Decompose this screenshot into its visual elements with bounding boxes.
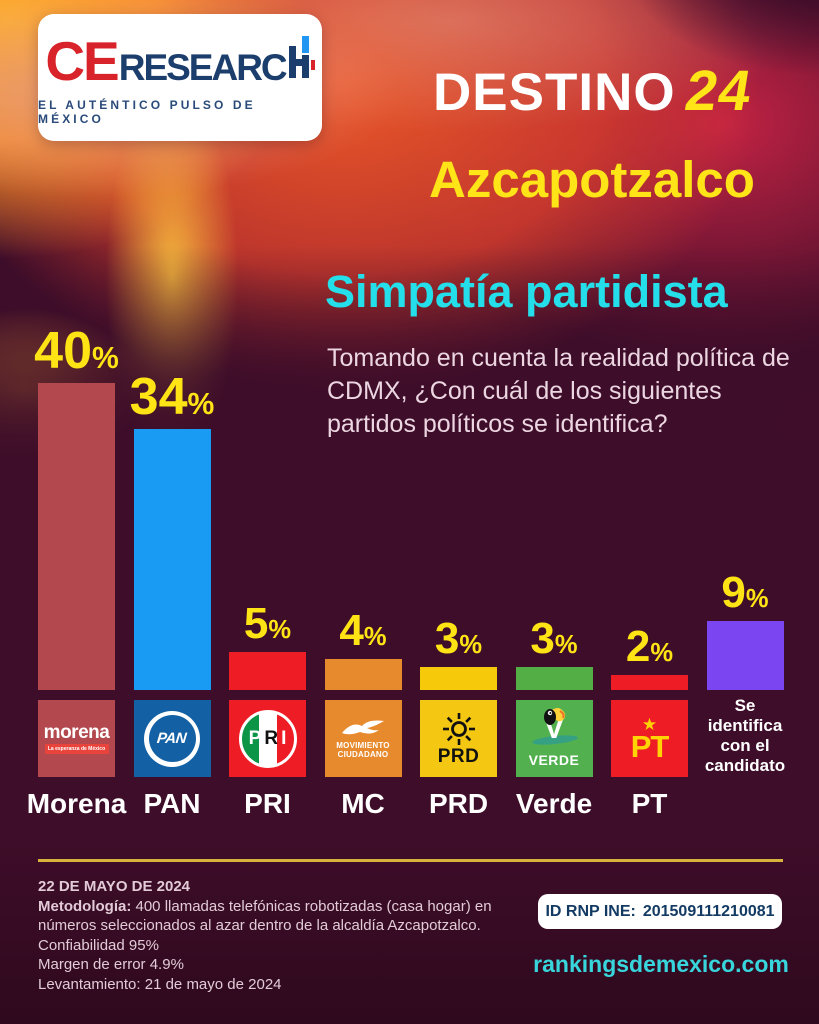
value-label: 3% [530, 614, 578, 664]
party-label-verde: Verde [515, 788, 593, 819]
bar-candidate [706, 621, 784, 690]
bar-pan [133, 429, 211, 690]
bar-morena [38, 383, 115, 690]
value-label: 3% [434, 614, 483, 664]
badge-label: ID RNP INE: [545, 902, 636, 920]
survey-question: Tomando en cuenta la realidad política d… [327, 344, 790, 438]
value-label: 2% [625, 622, 674, 672]
brand-tagline: EL AUTÉNTICO PULSO DE MÉXICO [38, 97, 256, 126]
value-label: 40% [34, 322, 119, 381]
title-year: 24 [680, 59, 757, 123]
party-label-pt: PT [631, 788, 668, 819]
column-pan: 34% PAN PAN [130, 340, 215, 840]
party-label-pri: PRI [244, 788, 291, 819]
pri-logo-icon: P R I [229, 700, 306, 777]
column-prd: 3% PRD PRD [420, 340, 497, 840]
page-title: DESTINO24 [372, 58, 812, 124]
value-label: 5% [243, 599, 292, 649]
methodology-block: 22 DE MAYO DE 2024 Metodología: 400 llam… [38, 877, 516, 994]
pt-logo-icon: ★ PT [611, 700, 688, 777]
bar-mc [324, 659, 402, 690]
star-icon: ★ [641, 714, 658, 734]
column-morena: 40% morena La esperanza de México Morena [27, 325, 127, 840]
website-link: rankingsdemexico.com [533, 951, 789, 977]
value-label: 4% [339, 606, 387, 656]
prd-logo-icon: PRD [420, 700, 497, 777]
value-label: 9% [721, 568, 769, 618]
footer-date: 22 DE MAYO DE 2024 [38, 878, 191, 895]
brand-research-text: RESEARC [118, 46, 288, 88]
margin-error-text: Margen de error 4.9% [38, 956, 184, 973]
morena-logo-icon: morena La esperanza de México [38, 700, 115, 777]
value-label: 34% [129, 368, 215, 427]
mc-logo-icon: MOVIMIENTO CIUDADANO [324, 700, 402, 777]
methodology-text: Metodología: 400 llamadas telefónicas ro… [38, 897, 492, 935]
badge-value: 201509111210081 [642, 902, 775, 920]
column-verde: 3% V VERDE Verde [515, 340, 593, 840]
brand-logo: CE RESEARC [45, 29, 315, 92]
column-candidate: 9% Se identifica con el candidato [705, 340, 785, 840]
section-heading: Simpatía partidista [325, 266, 728, 317]
title-main: DESTINO [433, 63, 676, 122]
subtitle-location: Azcapotzalco [429, 151, 755, 208]
rnp-ine-badge: ID RNP INE: 201509111210081 [538, 894, 782, 929]
party-label-pan: PAN [143, 788, 201, 819]
toucan-icon [543, 708, 565, 725]
bar-prd [420, 667, 497, 690]
column-mc: 4% MOVIMIENTO CIUDADANO MC [324, 340, 402, 840]
party-label-morena: Morena [26, 788, 127, 819]
pan-logo-icon: PAN [133, 700, 211, 777]
party-label-mc: MC [341, 788, 385, 819]
eagle-icon [342, 720, 384, 735]
bar-pt [611, 675, 688, 690]
brand-ce-text: CE [45, 29, 119, 92]
candidate-label: Se identifica con el candidato [704, 696, 786, 775]
divider-line [38, 859, 783, 862]
bar-pri [229, 652, 306, 690]
fieldwork-text: Levantamiento: 21 de mayo de 2024 [38, 975, 282, 993]
column-pt: 2% ★ PT PT [611, 340, 688, 840]
party-label-prd: PRD [428, 788, 489, 819]
bar-verde [515, 667, 593, 690]
confidence-text: Confiabilidad 95% [38, 936, 159, 954]
bar-chart: 40% morena La esperanza de México Morena… [27, 325, 785, 840]
column-pri: 5% P R I PRI [229, 340, 306, 840]
bar-chart-h-icon [288, 35, 315, 86]
brand-card: CE RESEARC EL AUTÉNTICO PULSO DE MÉXICO [38, 14, 322, 141]
verde-logo-icon: V VERDE [515, 700, 593, 777]
sun-icon [442, 712, 475, 745]
